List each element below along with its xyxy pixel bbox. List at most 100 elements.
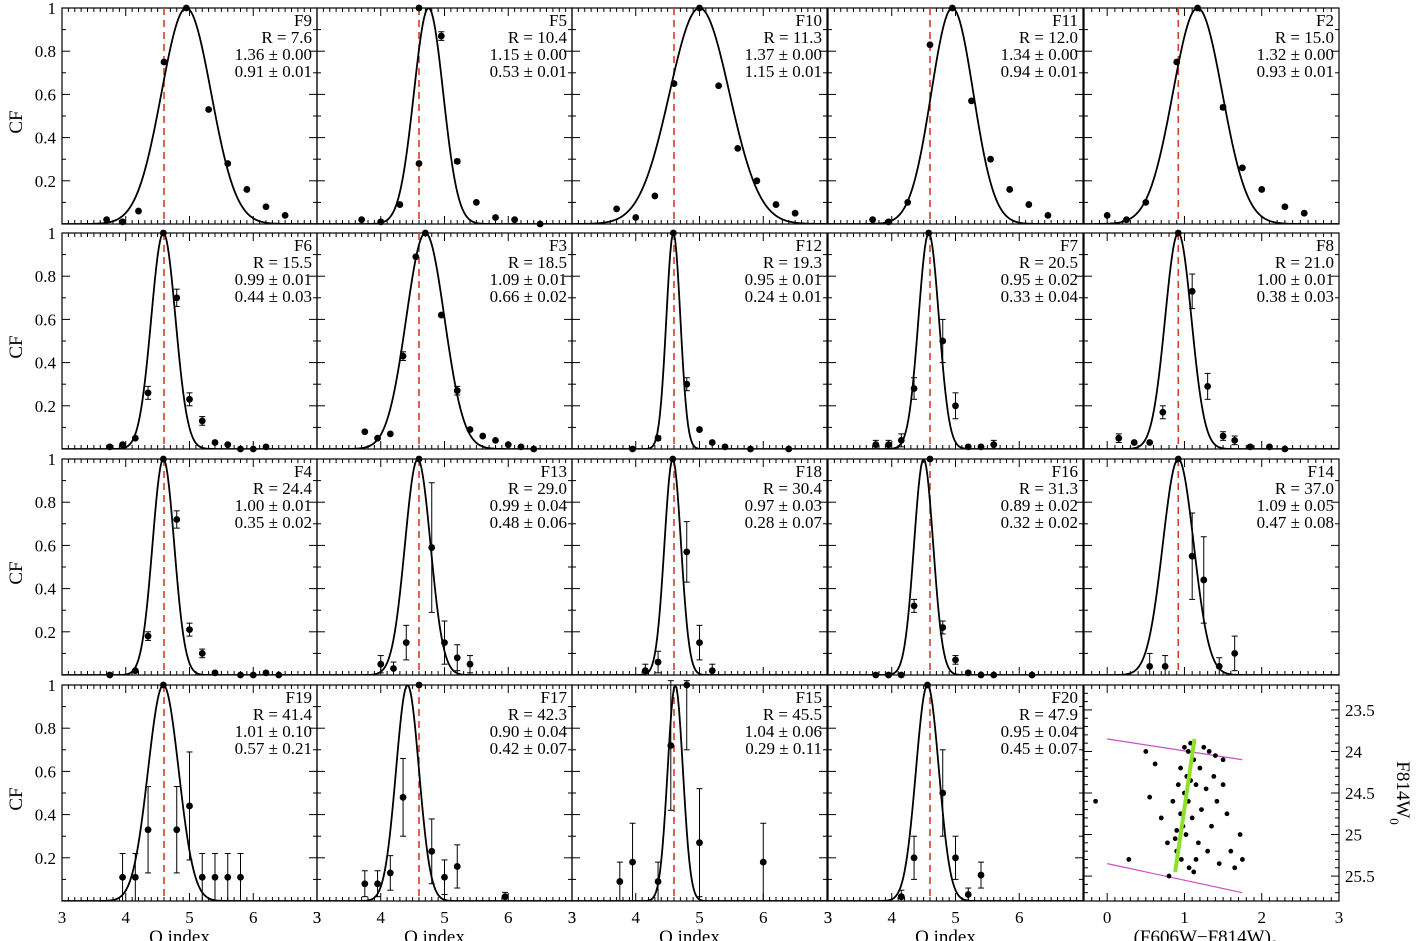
data-point bbox=[472, 199, 480, 206]
data-point bbox=[1281, 203, 1289, 211]
data-point bbox=[441, 639, 448, 646]
gaussian-fit-curve bbox=[828, 8, 1083, 224]
data-point bbox=[275, 671, 283, 679]
cf-panel-f9: F9R = 7.61.36 ± 0.000.91 ± 0.01 0.2 0.4 0.6… bbox=[6, 0, 318, 226]
data-point bbox=[721, 443, 729, 451]
field-label: F7 bbox=[1060, 236, 1078, 255]
x-tick-label: 3 bbox=[58, 908, 67, 927]
x-tick-label: 5 bbox=[185, 908, 194, 927]
fit-param-1: 0.99 ± 0.04 bbox=[490, 496, 568, 515]
field-label: F2 bbox=[1316, 11, 1334, 30]
x-tick-label: 1 bbox=[1180, 908, 1189, 927]
data-point bbox=[374, 880, 381, 888]
radius-label: R = 20.5 bbox=[1019, 253, 1078, 272]
data-point bbox=[479, 432, 487, 440]
cf-panel-f8: F8R = 21.01.00 ± 0.010.38 ± 0.03 bbox=[1083, 229, 1340, 453]
data-point bbox=[144, 826, 152, 834]
data-point bbox=[415, 160, 423, 167]
data-point bbox=[421, 229, 429, 237]
radius-label: R = 7.6 bbox=[261, 28, 312, 47]
star-point bbox=[1165, 840, 1170, 846]
gaussian-fit-curve bbox=[317, 685, 572, 901]
data-point bbox=[517, 443, 525, 451]
data-point bbox=[1188, 287, 1196, 295]
star-point bbox=[1175, 782, 1181, 788]
data-point bbox=[1219, 103, 1227, 111]
cf-panel-f2: F2R = 15.01.32 ± 0.000.93 ± 0.01 bbox=[1083, 4, 1340, 225]
y-tick-label: 0.8 bbox=[35, 719, 56, 738]
data-point bbox=[453, 654, 461, 662]
y-tick-label: 0.2 bbox=[35, 623, 56, 642]
data-point bbox=[753, 177, 761, 185]
data-point bbox=[211, 439, 219, 446]
star-point bbox=[1214, 798, 1220, 804]
data-point bbox=[952, 854, 959, 862]
data-point bbox=[1219, 432, 1227, 440]
panel-frame bbox=[1083, 684, 1340, 902]
data-point bbox=[374, 434, 381, 442]
star-point bbox=[1212, 753, 1218, 759]
data-point bbox=[262, 203, 270, 211]
data-point bbox=[492, 436, 499, 444]
cmd-x-axis-label: (F606W−F814W)0 bbox=[1134, 927, 1278, 941]
data-point bbox=[386, 430, 394, 438]
star-point bbox=[1166, 873, 1172, 879]
star-point bbox=[1126, 857, 1132, 862]
data-point bbox=[1281, 445, 1289, 453]
star-point bbox=[1191, 869, 1197, 875]
data-point bbox=[262, 443, 270, 451]
star-point bbox=[1189, 815, 1195, 821]
star-point bbox=[1211, 773, 1217, 779]
field-label: F13 bbox=[541, 462, 567, 481]
radius-label: R = 12.0 bbox=[1019, 28, 1078, 47]
data-point bbox=[885, 218, 892, 226]
data-point bbox=[910, 602, 918, 610]
gaussian-fit-curve bbox=[1084, 459, 1339, 675]
star-point bbox=[1201, 744, 1207, 750]
fit-param-1: 0.99 ± 0.01 bbox=[235, 270, 312, 289]
star-point bbox=[1193, 857, 1199, 862]
data-point bbox=[897, 436, 905, 444]
star-point bbox=[1183, 832, 1189, 837]
data-point bbox=[747, 445, 754, 453]
fit-param-2: 0.91 ± 0.01 bbox=[235, 62, 312, 81]
data-point bbox=[1194, 4, 1201, 12]
data-point bbox=[1174, 229, 1182, 237]
fit-param-1: 0.95 ± 0.01 bbox=[745, 270, 822, 289]
data-point bbox=[1044, 211, 1052, 219]
fit-param-1: 1.00 ± 0.01 bbox=[1257, 270, 1334, 289]
fit-param-2: 1.15 ± 0.01 bbox=[745, 62, 822, 81]
field-label: F8 bbox=[1316, 236, 1334, 255]
x-tick-label: 6 bbox=[759, 908, 768, 927]
data-point bbox=[968, 97, 975, 105]
y-tick-label: 0.6 bbox=[35, 536, 56, 555]
data-point bbox=[910, 385, 918, 392]
x-tick-label: 6 bbox=[504, 908, 513, 927]
star-point bbox=[1158, 815, 1164, 821]
data-point bbox=[211, 873, 219, 881]
star-point bbox=[1093, 798, 1098, 804]
star-point bbox=[1205, 848, 1211, 854]
data-point bbox=[173, 294, 181, 302]
field-label: F12 bbox=[796, 236, 822, 255]
fit-param-2: 0.93 ± 0.01 bbox=[1257, 62, 1334, 81]
radius-label: R = 37.0 bbox=[1275, 479, 1334, 498]
gaussian-fit-curve bbox=[828, 459, 1083, 675]
data-point bbox=[131, 667, 139, 675]
x-tick-label: 5 bbox=[951, 908, 960, 927]
cmd-y-tick-label: 24 bbox=[1345, 742, 1363, 761]
data-point bbox=[453, 863, 461, 870]
cf-panel-f5: F5R = 10.41.15 ± 0.000.53 ± 0.01 bbox=[316, 4, 573, 228]
fit-param-1: 1.37 ± 0.00 bbox=[745, 45, 822, 64]
radius-label: R = 18.5 bbox=[508, 253, 567, 272]
star-point bbox=[1143, 749, 1149, 754]
y-tick-label: 1 bbox=[48, 450, 57, 469]
x-tick-label: 4 bbox=[122, 908, 131, 927]
y-tick-label: 0.2 bbox=[35, 849, 56, 868]
data-point bbox=[281, 211, 289, 219]
data-point bbox=[708, 439, 716, 446]
